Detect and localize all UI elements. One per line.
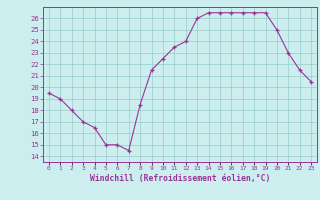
X-axis label: Windchill (Refroidissement éolien,°C): Windchill (Refroidissement éolien,°C) bbox=[90, 174, 270, 183]
